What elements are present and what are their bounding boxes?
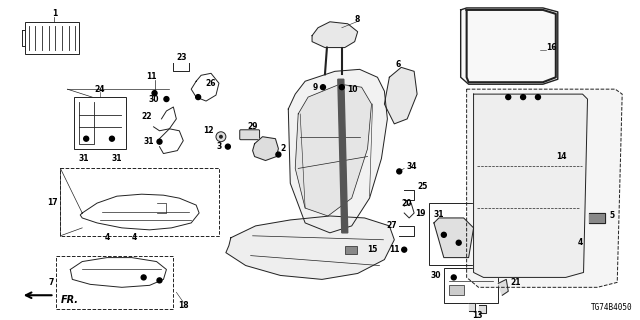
Polygon shape [312, 22, 358, 48]
Circle shape [196, 95, 200, 100]
Text: 31: 31 [143, 137, 154, 146]
Circle shape [506, 95, 511, 100]
Text: 23: 23 [176, 53, 186, 62]
Polygon shape [434, 218, 474, 258]
Polygon shape [499, 279, 508, 295]
Circle shape [109, 136, 115, 141]
Text: 13: 13 [472, 310, 483, 320]
Text: 22: 22 [141, 112, 152, 121]
Text: 18: 18 [178, 301, 189, 310]
Text: 31: 31 [111, 154, 122, 163]
FancyBboxPatch shape [240, 130, 260, 140]
Circle shape [219, 135, 223, 139]
Circle shape [397, 169, 402, 174]
Text: 30: 30 [149, 95, 159, 104]
Circle shape [339, 85, 344, 90]
Polygon shape [295, 84, 371, 216]
Text: 20: 20 [401, 199, 412, 208]
Polygon shape [253, 137, 278, 161]
Bar [449, 285, 463, 295]
Text: 3: 3 [217, 142, 222, 151]
Text: 11: 11 [147, 72, 157, 81]
Text: 5: 5 [609, 212, 614, 220]
Text: 4: 4 [577, 238, 582, 247]
Bar [60, 168, 219, 236]
Circle shape [276, 152, 281, 157]
Text: 6: 6 [396, 60, 401, 69]
Text: FR.: FR. [60, 295, 79, 305]
Text: 14: 14 [556, 152, 566, 161]
Text: TG74B4050: TG74B4050 [591, 303, 632, 312]
Polygon shape [479, 305, 486, 313]
Text: 26: 26 [205, 79, 216, 88]
Bar [56, 256, 173, 309]
Text: 11: 11 [388, 245, 399, 254]
Text: 34: 34 [406, 162, 417, 171]
Text: 31: 31 [79, 154, 90, 163]
FancyBboxPatch shape [345, 246, 356, 254]
Text: 16: 16 [546, 43, 556, 52]
Text: 10: 10 [347, 85, 357, 94]
Text: 30: 30 [430, 271, 441, 280]
Text: 8: 8 [355, 15, 360, 24]
Circle shape [451, 275, 456, 280]
Circle shape [456, 240, 461, 245]
Text: 21: 21 [510, 278, 521, 287]
Text: 12: 12 [204, 126, 214, 135]
Circle shape [152, 91, 157, 96]
Text: 17: 17 [47, 198, 58, 207]
Circle shape [442, 232, 446, 237]
Text: 27: 27 [387, 221, 397, 230]
Circle shape [164, 97, 169, 101]
Polygon shape [226, 216, 394, 279]
Circle shape [321, 85, 326, 90]
Circle shape [536, 95, 540, 100]
Text: 19: 19 [415, 209, 426, 218]
Text: 4: 4 [132, 233, 138, 242]
Bar [444, 268, 499, 303]
Bar [74, 97, 126, 148]
Text: 1: 1 [52, 9, 57, 18]
Polygon shape [589, 213, 605, 223]
Polygon shape [474, 94, 588, 277]
Polygon shape [461, 8, 558, 84]
Text: 25: 25 [417, 182, 428, 191]
Polygon shape [338, 79, 348, 233]
Polygon shape [467, 89, 622, 287]
Circle shape [520, 95, 525, 100]
Polygon shape [385, 68, 417, 124]
Text: 24: 24 [95, 85, 106, 94]
Polygon shape [288, 69, 387, 233]
Text: 4: 4 [104, 233, 109, 242]
Text: 31: 31 [434, 211, 444, 220]
Text: 29: 29 [248, 122, 258, 131]
Text: 9: 9 [313, 83, 318, 92]
Circle shape [216, 132, 226, 142]
Circle shape [402, 247, 406, 252]
Text: 7: 7 [48, 278, 54, 287]
Circle shape [141, 275, 146, 280]
Text: 15: 15 [367, 245, 378, 254]
Text: 2: 2 [280, 144, 285, 153]
Circle shape [157, 278, 162, 283]
Circle shape [225, 144, 230, 149]
Circle shape [84, 136, 89, 141]
Bar [429, 203, 481, 265]
Circle shape [157, 139, 162, 144]
Polygon shape [468, 303, 474, 311]
